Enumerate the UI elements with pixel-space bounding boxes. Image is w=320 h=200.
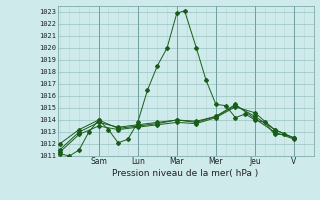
X-axis label: Pression niveau de la mer( hPa ): Pression niveau de la mer( hPa )	[112, 169, 259, 178]
